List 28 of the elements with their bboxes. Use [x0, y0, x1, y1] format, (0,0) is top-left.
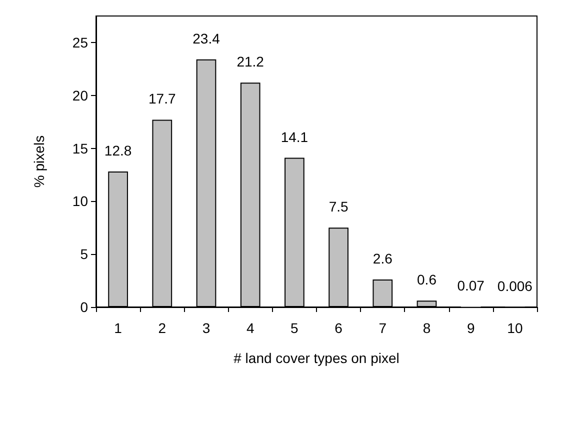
y-tick-label: 10 — [72, 193, 88, 210]
data-label: 7.5 — [328, 198, 348, 215]
y-tick-label: 25 — [72, 34, 88, 50]
data-label: 21.2 — [236, 54, 264, 70]
x-tick-label: 8 — [422, 320, 431, 336]
data-label: 23.4 — [192, 30, 220, 46]
x-axis-title: # land cover types on pixel — [234, 350, 400, 366]
x-tick-label: 4 — [246, 320, 254, 336]
data-label: 2.6 — [372, 250, 393, 266]
x-tick-label: 5 — [290, 320, 299, 336]
data-label: 17.7 — [148, 90, 176, 107]
x-tick-label: 1 — [114, 320, 122, 336]
y-tick-label: 5 — [80, 246, 88, 262]
data-label: 0.006 — [497, 278, 533, 294]
x-tick-label: 10 — [507, 320, 523, 336]
x-tick-label: 7 — [378, 320, 387, 336]
data-label: 0.6 — [417, 272, 437, 288]
x-tick-label: 9 — [466, 320, 475, 336]
y-axis-title: % pixels — [31, 135, 47, 188]
x-tick-label: 6 — [334, 320, 343, 336]
data-label: 14.1 — [280, 128, 308, 145]
data-label: 0.07 — [457, 277, 485, 294]
y-tick-label: 0 — [80, 299, 88, 315]
x-tick-label: 3 — [202, 320, 210, 336]
y-tick-label: 15 — [72, 140, 88, 156]
x-tick-label: 2 — [158, 320, 166, 336]
data-label: 12.8 — [104, 142, 132, 159]
y-tick-label: 20 — [72, 87, 88, 104]
